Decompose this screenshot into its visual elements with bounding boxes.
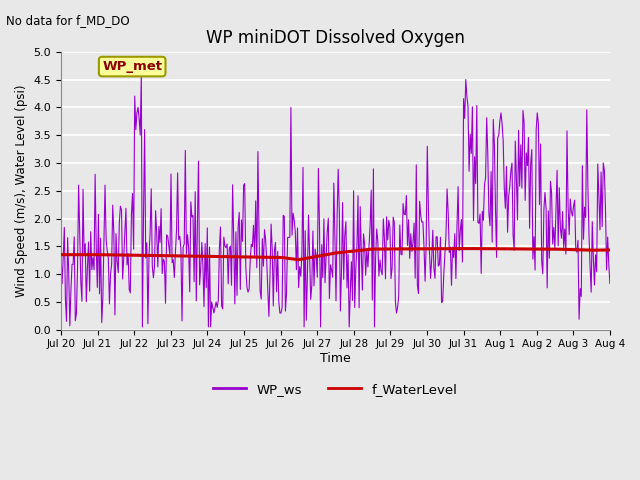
Legend: WP_ws, f_WaterLevel: WP_ws, f_WaterLevel <box>208 377 463 401</box>
Text: No data for f_MD_DO: No data for f_MD_DO <box>6 14 130 27</box>
Y-axis label: Wind Speed (m/s), Water Level (psi): Wind Speed (m/s), Water Level (psi) <box>15 84 28 297</box>
Text: WP_met: WP_met <box>102 60 162 73</box>
X-axis label: Time: Time <box>320 351 351 364</box>
Title: WP miniDOT Dissolved Oxygen: WP miniDOT Dissolved Oxygen <box>206 29 465 48</box>
